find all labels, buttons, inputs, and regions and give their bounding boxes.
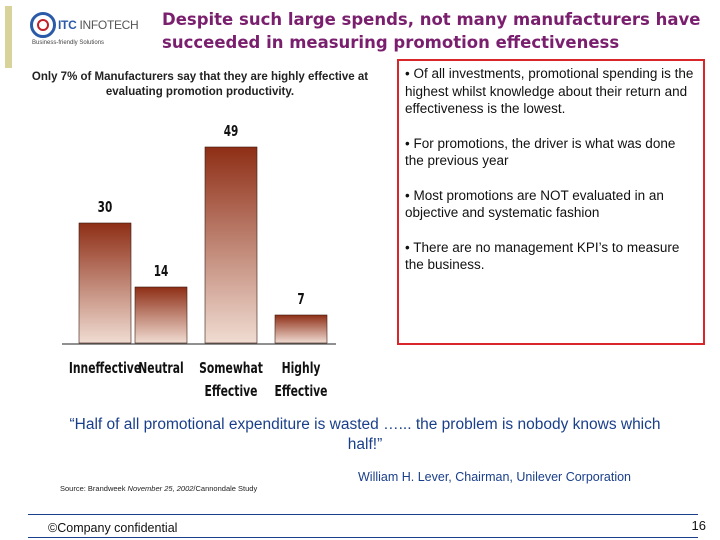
chart-caption: Only 7% of Manufacturers say that they a… [31, 71, 369, 98]
bar [204, 146, 258, 344]
category-label: Inneffective [69, 360, 141, 377]
bar-chart: 30 Inneffective 14 Neutral 49 Somewhat Effecti… [62, 123, 336, 401]
category-label: Effective [204, 383, 257, 400]
logo-wordmark: ITC INFOTECH [58, 18, 139, 32]
category-label: Highly [282, 360, 321, 377]
bar-value-label: 7 [297, 291, 304, 308]
source-note: Source: Brandweek November 25, 2002/Cann… [60, 484, 258, 493]
slide-title: Despite such large spends, not many manu… [162, 10, 701, 52]
quote-attribution: William H. Lever, Chairman, Unilever Cor… [358, 470, 632, 484]
category-label: Effective [274, 383, 327, 400]
company-logo: ITC INFOTECH Business-friendly Solutions [24, 10, 144, 54]
bar-value-label: 49 [224, 123, 239, 140]
bar [78, 222, 132, 344]
category-label: Neutral [138, 360, 183, 377]
bar-value-label: 14 [154, 263, 169, 280]
bar [274, 314, 328, 344]
category-label: Somewhat [199, 360, 263, 377]
accent-bar [5, 6, 12, 68]
page-number: 16 [691, 518, 706, 533]
bar [134, 286, 188, 344]
bullet-point: • For promotions, the driver is what was… [405, 135, 676, 169]
confidential-label: ©Company confidential [48, 521, 178, 535]
quote: “Half of all promotional expenditure is … [69, 416, 661, 453]
bullet-point: • Of all investments, promotional spendi… [405, 66, 694, 116]
bullet-point: • Most promotions are NOT evaluated in a… [405, 187, 664, 221]
logo-ring-icon [30, 12, 56, 38]
bar-value-label: 30 [98, 199, 113, 216]
footer-box [28, 514, 698, 538]
key-points-box: • Of all investments, promotional spendi… [397, 59, 705, 345]
bullet-point: • There are no management KPI’s to measu… [405, 239, 680, 273]
logo-tagline: Business-friendly Solutions [32, 40, 105, 46]
